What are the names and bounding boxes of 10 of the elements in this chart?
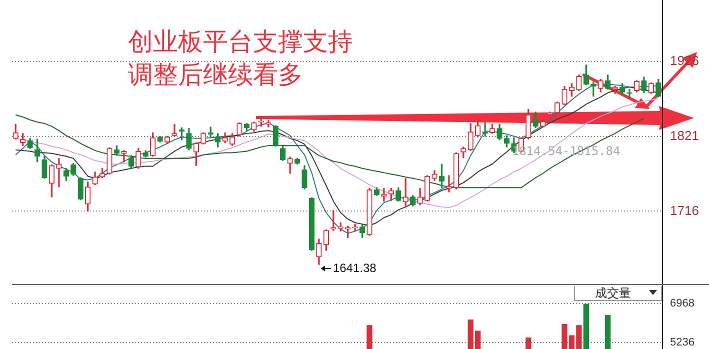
y-tick-label: 1821 [670, 128, 699, 143]
candlestick [56, 158, 62, 188]
select-field: 成交量 [574, 286, 662, 301]
text: 创业板平台支撑支持 [128, 27, 353, 58]
y-tick-label: 6968 [670, 298, 694, 310]
y-tick-label: 5236 [670, 336, 694, 349]
annotation: 1641.38 [332, 260, 377, 275]
text: 调整后继续看多 [128, 60, 304, 91]
y-tick-label: 1716 [670, 202, 699, 218]
chart-title: 成交量 [595, 286, 631, 300]
